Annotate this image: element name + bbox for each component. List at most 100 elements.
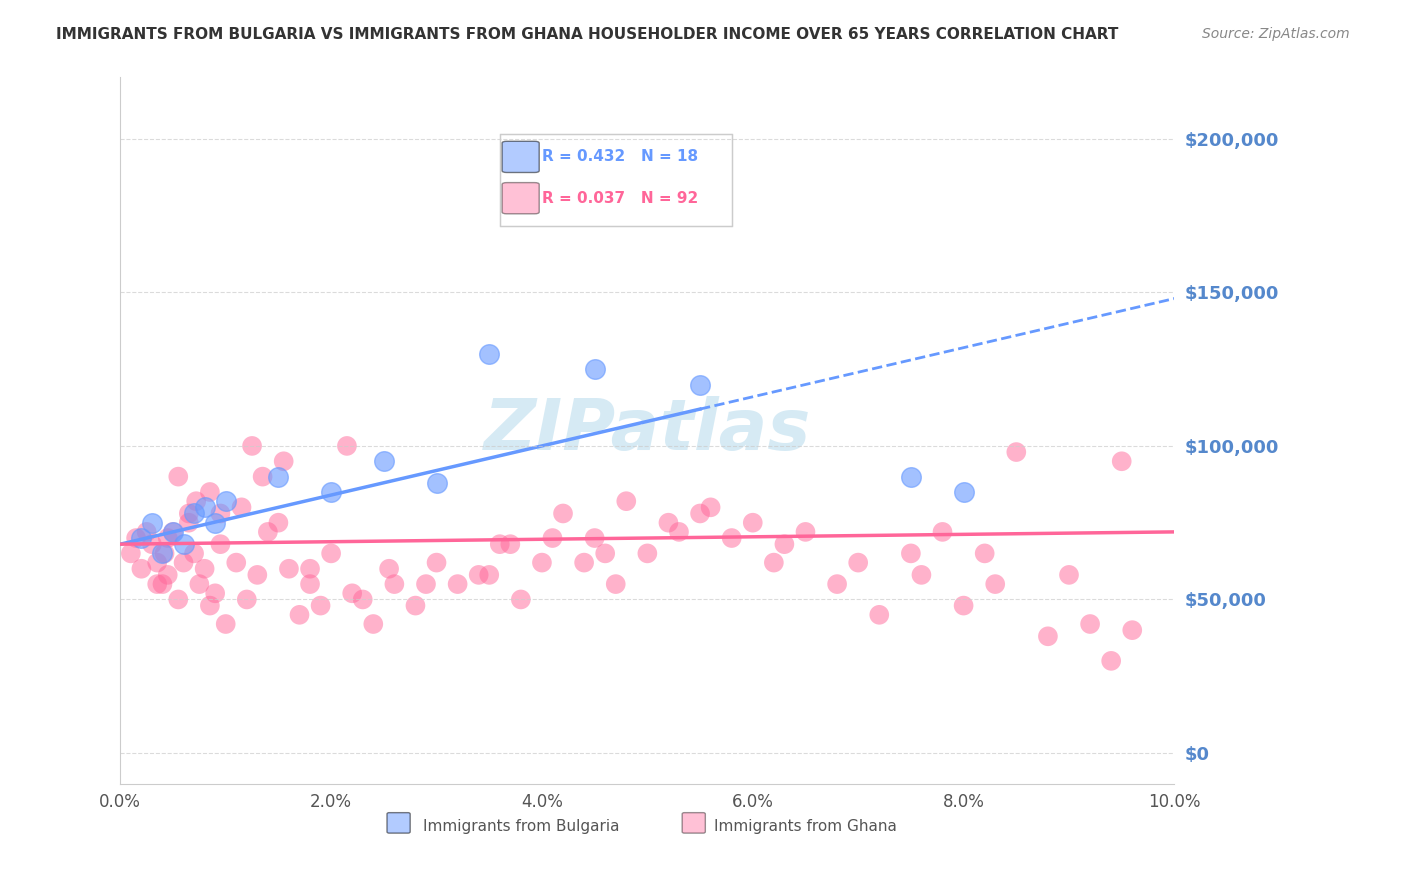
Immigrants from Ghana (194, 562, 217, 576)
Immigrants from Ghana (952, 599, 974, 613)
Immigrants from Ghana (246, 567, 269, 582)
Immigrants from Ghana (267, 516, 290, 530)
Immigrants from Ghana (446, 577, 468, 591)
Immigrants from Ghana (278, 562, 301, 576)
Immigrants from Bulgaria (689, 377, 711, 392)
Immigrants from Ghana (257, 524, 280, 539)
Immigrants from Ghana (146, 577, 169, 591)
Immigrants from Ghana (162, 524, 184, 539)
Immigrants from Ghana (156, 567, 179, 582)
Immigrants from Bulgaria (900, 469, 922, 483)
Immigrants from Ghana (773, 537, 796, 551)
Immigrants from Bulgaria (141, 516, 163, 530)
Immigrants from Ghana (593, 546, 616, 560)
Immigrants from Ghana (551, 507, 574, 521)
Immigrants from Ghana (499, 537, 522, 551)
FancyBboxPatch shape (387, 813, 411, 833)
Immigrants from Ghana (1121, 623, 1143, 637)
Immigrants from Ghana (135, 524, 157, 539)
Immigrants from Ghana (825, 577, 848, 591)
Immigrants from Ghana (177, 507, 200, 521)
Immigrants from Ghana (541, 531, 564, 545)
Immigrants from Ghana (382, 577, 405, 591)
Immigrants from Ghana (636, 546, 658, 560)
Immigrants from Bulgaria (162, 524, 184, 539)
Immigrants from Ghana (467, 567, 489, 582)
Immigrants from Ghana (288, 607, 311, 622)
Immigrants from Ghana (177, 516, 200, 530)
Immigrants from Ghana (209, 507, 232, 521)
Immigrants from Ghana (225, 556, 247, 570)
FancyBboxPatch shape (682, 813, 706, 833)
Immigrants from Bulgaria (173, 537, 195, 551)
Immigrants from Ghana (583, 531, 606, 545)
Immigrants from Ghana (741, 516, 763, 530)
Text: IMMIGRANTS FROM BULGARIA VS IMMIGRANTS FROM GHANA HOUSEHOLDER INCOME OVER 65 YEA: IMMIGRANTS FROM BULGARIA VS IMMIGRANTS F… (56, 27, 1119, 42)
Immigrants from Bulgaria (373, 454, 395, 468)
Immigrants from Ghana (1057, 567, 1080, 582)
Immigrants from Ghana (146, 556, 169, 570)
Immigrants from Ghana (188, 577, 211, 591)
Immigrants from Ghana (125, 531, 148, 545)
Immigrants from Ghana (404, 599, 426, 613)
Immigrants from Ghana (183, 546, 205, 560)
Immigrants from Ghana (141, 537, 163, 551)
Immigrants from Ghana (657, 516, 679, 530)
Immigrants from Ghana (1111, 454, 1133, 468)
Immigrants from Ghana (900, 546, 922, 560)
Immigrants from Bulgaria (194, 500, 217, 515)
Immigrants from Ghana (152, 577, 174, 591)
Immigrants from Ghana (361, 617, 384, 632)
Text: Source: ZipAtlas.com: Source: ZipAtlas.com (1202, 27, 1350, 41)
Immigrants from Bulgaria (583, 362, 606, 376)
Immigrants from Ghana (530, 556, 553, 570)
Immigrants from Ghana (478, 567, 501, 582)
Immigrants from Ghana (614, 494, 637, 508)
Immigrants from Ghana (1005, 445, 1028, 459)
Immigrants from Ghana (321, 546, 343, 560)
Immigrants from Ghana (309, 599, 332, 613)
Immigrants from Ghana (984, 577, 1007, 591)
Immigrants from Ghana (762, 556, 785, 570)
Immigrants from Ghana (252, 469, 274, 483)
Immigrants from Ghana (378, 562, 401, 576)
Immigrants from Ghana (153, 546, 176, 560)
Text: Immigrants from Bulgaria: Immigrants from Bulgaria (423, 819, 619, 833)
Immigrants from Ghana (352, 592, 374, 607)
Immigrants from Ghana (794, 524, 817, 539)
Immigrants from Ghana (167, 592, 190, 607)
Immigrants from Ghana (572, 556, 595, 570)
Immigrants from Ghana (868, 607, 890, 622)
Immigrants from Ghana (204, 586, 226, 600)
Immigrants from Ghana (186, 494, 208, 508)
Immigrants from Ghana (488, 537, 510, 551)
Immigrants from Ghana (342, 586, 364, 600)
Immigrants from Ghana (299, 562, 322, 576)
Immigrants from Bulgaria (321, 485, 343, 500)
Immigrants from Ghana (605, 577, 627, 591)
Immigrants from Ghana (1036, 629, 1059, 643)
Immigrants from Ghana (215, 617, 238, 632)
Immigrants from Bulgaria (478, 347, 501, 361)
Immigrants from Bulgaria (131, 531, 153, 545)
Immigrants from Ghana (131, 562, 153, 576)
Immigrants from Ghana (668, 524, 690, 539)
Immigrants from Bulgaria (952, 485, 974, 500)
Immigrants from Ghana (415, 577, 437, 591)
Immigrants from Ghana (198, 485, 221, 500)
Immigrants from Ghana (931, 524, 953, 539)
Immigrants from Ghana (120, 546, 142, 560)
Immigrants from Ghana (336, 439, 359, 453)
Immigrants from Ghana (167, 469, 190, 483)
Immigrants from Ghana (299, 577, 322, 591)
Immigrants from Ghana (231, 500, 253, 515)
Immigrants from Ghana (910, 567, 932, 582)
Immigrants from Ghana (1078, 617, 1101, 632)
Immigrants from Ghana (973, 546, 995, 560)
Immigrants from Ghana (689, 507, 711, 521)
Immigrants from Ghana (240, 439, 263, 453)
Immigrants from Ghana (509, 592, 531, 607)
Immigrants from Bulgaria (152, 546, 174, 560)
Immigrants from Ghana (720, 531, 742, 545)
Immigrants from Bulgaria (267, 469, 290, 483)
